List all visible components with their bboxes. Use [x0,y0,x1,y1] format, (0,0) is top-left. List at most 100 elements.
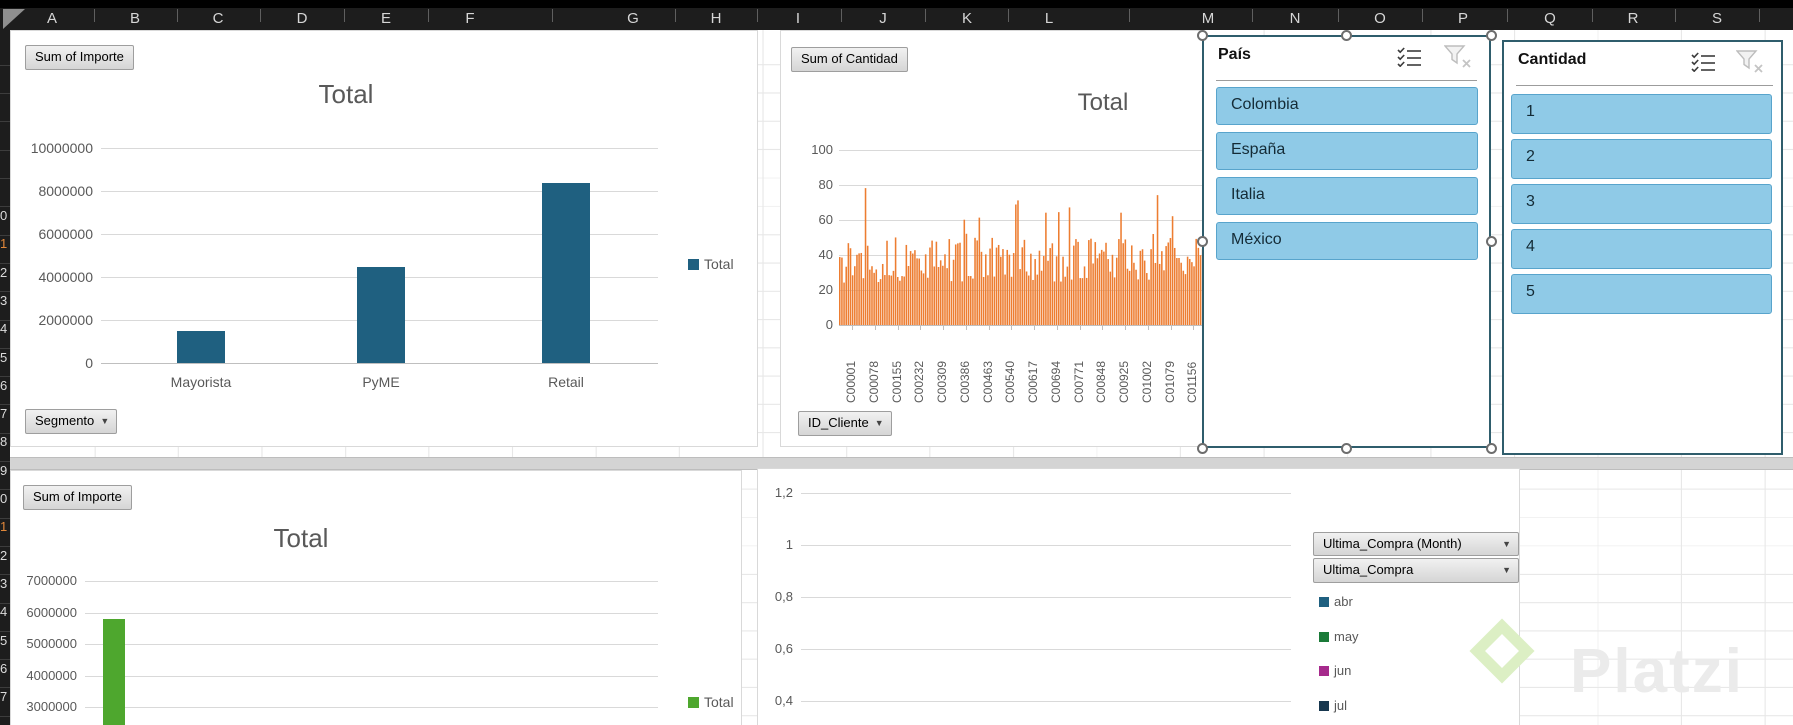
x-axis-tick [920,326,921,330]
row-header-digit[interactable]: 7 [0,406,8,421]
x-axis-label: C01002 [1140,360,1154,403]
ultima-compra-month-dropdown[interactable]: Ultima_Compra (Month) ▼ [1313,532,1519,556]
column-divider [925,9,926,22]
y-axis-label: 10000000 [30,140,93,156]
column-header-N[interactable]: N [1289,10,1301,27]
pivot-value-button[interactable]: Sum of Importe [25,45,134,70]
bar-total[interactable] [103,619,125,725]
chart-importe-by-segmento[interactable]: Sum of Importe Total 0 2000000 4000000 6000… [10,30,758,447]
id-cliente-field-dropdown[interactable]: ID_Cliente ▼ [798,411,892,436]
row-header-digit[interactable]: 6 [0,661,8,676]
bar-retail[interactable] [542,183,590,363]
row-divider [0,348,10,349]
column-header-F[interactable]: F [465,10,475,27]
slicer-item-3[interactable]: 3 [1511,184,1772,224]
legend-label: jul [1334,698,1348,713]
column-header-row[interactable]: A B C D E F G H I J K L M N O P Q R S [0,8,1793,30]
bar-pyme[interactable] [357,267,405,363]
row-header-digit[interactable]: 5 [0,350,8,365]
column-header-P[interactable]: P [1457,10,1468,27]
slicer-item-españa[interactable]: España [1216,132,1478,170]
slicer-item-5[interactable]: 5 [1511,274,1772,314]
column-header-I[interactable]: I [795,10,801,27]
column-header-A[interactable]: A [46,10,57,27]
column-header-C[interactable]: C [212,10,224,27]
row-header-digit[interactable]: 7 [0,689,8,704]
multi-select-icon[interactable] [1397,47,1423,72]
column-header-K[interactable]: K [961,10,972,27]
clear-filter-icon[interactable] [1443,45,1472,74]
row-header-digit[interactable]: 2 [0,548,8,563]
row-header-digit[interactable]: 1 [0,519,8,534]
row-header-digit[interactable]: 0 [0,208,8,223]
column-header-L[interactable]: L [1044,10,1054,27]
selection-handle[interactable] [1197,30,1208,41]
selection-handle[interactable] [1341,443,1352,454]
slicer-pais-title: País [1218,46,1251,63]
slicer-item-italia[interactable]: Italia [1216,177,1478,215]
chart-cantidad-by-id-cliente[interactable]: Sum of Cantidad Total 0 20 40 60 80 100 C00001… [780,30,1222,447]
column-header-M[interactable]: M [1201,10,1215,27]
row-header-column[interactable]: 0 1 2 3 4 5 6 7 8 9 0 1 2 3 4 5 6 7 [0,30,10,725]
row-header-digit[interactable]: 4 [0,604,8,619]
x-axis-label: C00771 [1072,360,1086,403]
chart-importe-filtered[interactable]: Sum of Importe Total 7000000 6000000 50000… [10,470,742,725]
column-header-B[interactable]: B [129,10,140,27]
pivot-value-button[interactable]: Sum of Cantidad [791,47,908,72]
selection-handle[interactable] [1197,443,1208,454]
y-axis-label: 100 [811,142,833,157]
multi-select-icon[interactable] [1691,52,1717,77]
column-header-G[interactable]: G [627,10,639,27]
selection-handle[interactable] [1486,30,1497,41]
selection-handle[interactable] [1197,236,1208,247]
column-header-S[interactable]: S [1711,10,1722,27]
selection-handle[interactable] [1486,236,1497,247]
column-header-J[interactable]: J [879,10,887,27]
row-header-digit[interactable]: 1 [0,236,8,251]
noise-bars-series[interactable] [839,149,1204,325]
bar-mayorista[interactable] [177,331,225,363]
column-header-R[interactable]: R [1627,10,1639,27]
column-header-Q[interactable]: Q [1544,10,1556,27]
x-axis-label: Mayorista [170,374,232,390]
slicer-item-1[interactable]: 1 [1511,94,1772,134]
column-header-D[interactable]: D [296,10,308,27]
column-header-O[interactable]: O [1374,10,1386,27]
slicer-item-2[interactable]: 2 [1511,139,1772,179]
slicer-header-divider [1516,85,1773,86]
x-axis-tick [1011,326,1012,330]
ultima-compra-dropdown[interactable]: Ultima_Compra ▼ [1313,558,1519,583]
pivot-value-button[interactable]: Sum of Importe [23,485,132,510]
column-header-H[interactable]: H [710,10,722,27]
row-divider [0,93,10,94]
y-axis-label: 5000000 [26,636,77,651]
row-divider [0,404,10,405]
chart-ultima-compra[interactable]: 1,2 1 0,8 0,6 0,4 Ultima_Compra (Month) ▼ Ul… [757,468,1520,725]
row-divider [0,263,10,264]
selection-handle[interactable] [1341,30,1352,41]
row-header-digit[interactable]: 3 [0,293,8,308]
row-header-digit[interactable]: 6 [0,378,8,393]
slicer-item-4[interactable]: 4 [1511,229,1772,269]
column-header-E[interactable]: E [380,10,391,27]
row-header-digit[interactable]: 8 [0,434,8,449]
slicer-cantidad[interactable]: Cantidad 1 2 3 4 5 [1502,40,1783,455]
row-header-digit[interactable]: 4 [0,321,8,336]
row-divider [0,291,10,292]
slicer-pais[interactable]: País Colombia España Italia México [1202,35,1491,448]
segmento-field-dropdown[interactable]: Segmento ▼ [25,409,118,434]
slicer-item-colombia[interactable]: Colombia [1216,87,1478,125]
row-divider [0,716,10,717]
row-header-digit[interactable]: 0 [0,491,8,506]
select-all-corner[interactable] [3,9,25,29]
column-divider [1675,9,1676,22]
selection-handle[interactable] [1486,443,1497,454]
row-header-digit[interactable]: 2 [0,265,8,280]
clear-filter-icon[interactable] [1735,50,1764,79]
slicer-item-méxico[interactable]: México [1216,222,1478,260]
row-divider [0,433,10,434]
row-header-digit[interactable]: 3 [0,576,8,591]
row-header-digit[interactable]: 5 [0,633,8,648]
row-header-digit[interactable]: 9 [0,463,8,478]
slicer-cantidad-title: Cantidad [1518,51,1587,68]
